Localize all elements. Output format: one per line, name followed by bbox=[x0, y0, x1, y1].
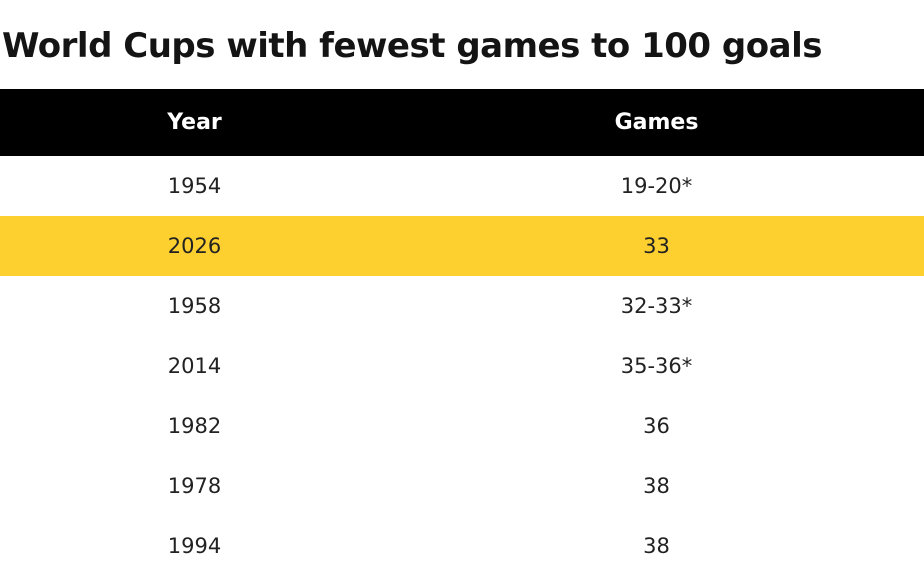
games-cell: 38 bbox=[643, 534, 670, 558]
page-title: World Cups with fewest games to 100 goal… bbox=[2, 26, 822, 66]
games-cell: 33 bbox=[643, 234, 670, 258]
year-cell: 1958 bbox=[167, 294, 222, 318]
games-cell: 38 bbox=[643, 474, 670, 498]
year-cell: 2014 bbox=[167, 354, 222, 378]
results-table: Year Games 1954 19-20* 2026 33 1958 32-3… bbox=[0, 89, 924, 576]
games-cell: 32-33* bbox=[620, 294, 693, 318]
header-row: Year Games bbox=[0, 89, 924, 156]
table-row: 1994 38 bbox=[0, 516, 924, 576]
year-cell: 1978 bbox=[167, 474, 222, 498]
column-header-games: Games bbox=[614, 110, 699, 135]
table-row-highlighted: 2026 33 bbox=[0, 216, 924, 276]
games-cell: 19-20* bbox=[620, 174, 693, 198]
table-row: 1982 36 bbox=[0, 396, 924, 456]
year-cell: 1954 bbox=[167, 174, 222, 198]
table-body: 1954 19-20* 2026 33 1958 32-33* 2014 35-… bbox=[0, 156, 924, 576]
year-cell: 1982 bbox=[167, 414, 222, 438]
games-cell: 35-36* bbox=[620, 354, 693, 378]
table-row: 1958 32-33* bbox=[0, 276, 924, 336]
year-cell: 2026 bbox=[167, 234, 222, 258]
table-row: 1954 19-20* bbox=[0, 156, 924, 216]
year-cell: 1994 bbox=[167, 534, 222, 558]
column-header-year: Year bbox=[167, 110, 222, 135]
games-cell: 36 bbox=[643, 414, 670, 438]
table-header: Year Games bbox=[0, 89, 924, 156]
table-row: 2014 35-36* bbox=[0, 336, 924, 396]
table-row: 1978 38 bbox=[0, 456, 924, 516]
